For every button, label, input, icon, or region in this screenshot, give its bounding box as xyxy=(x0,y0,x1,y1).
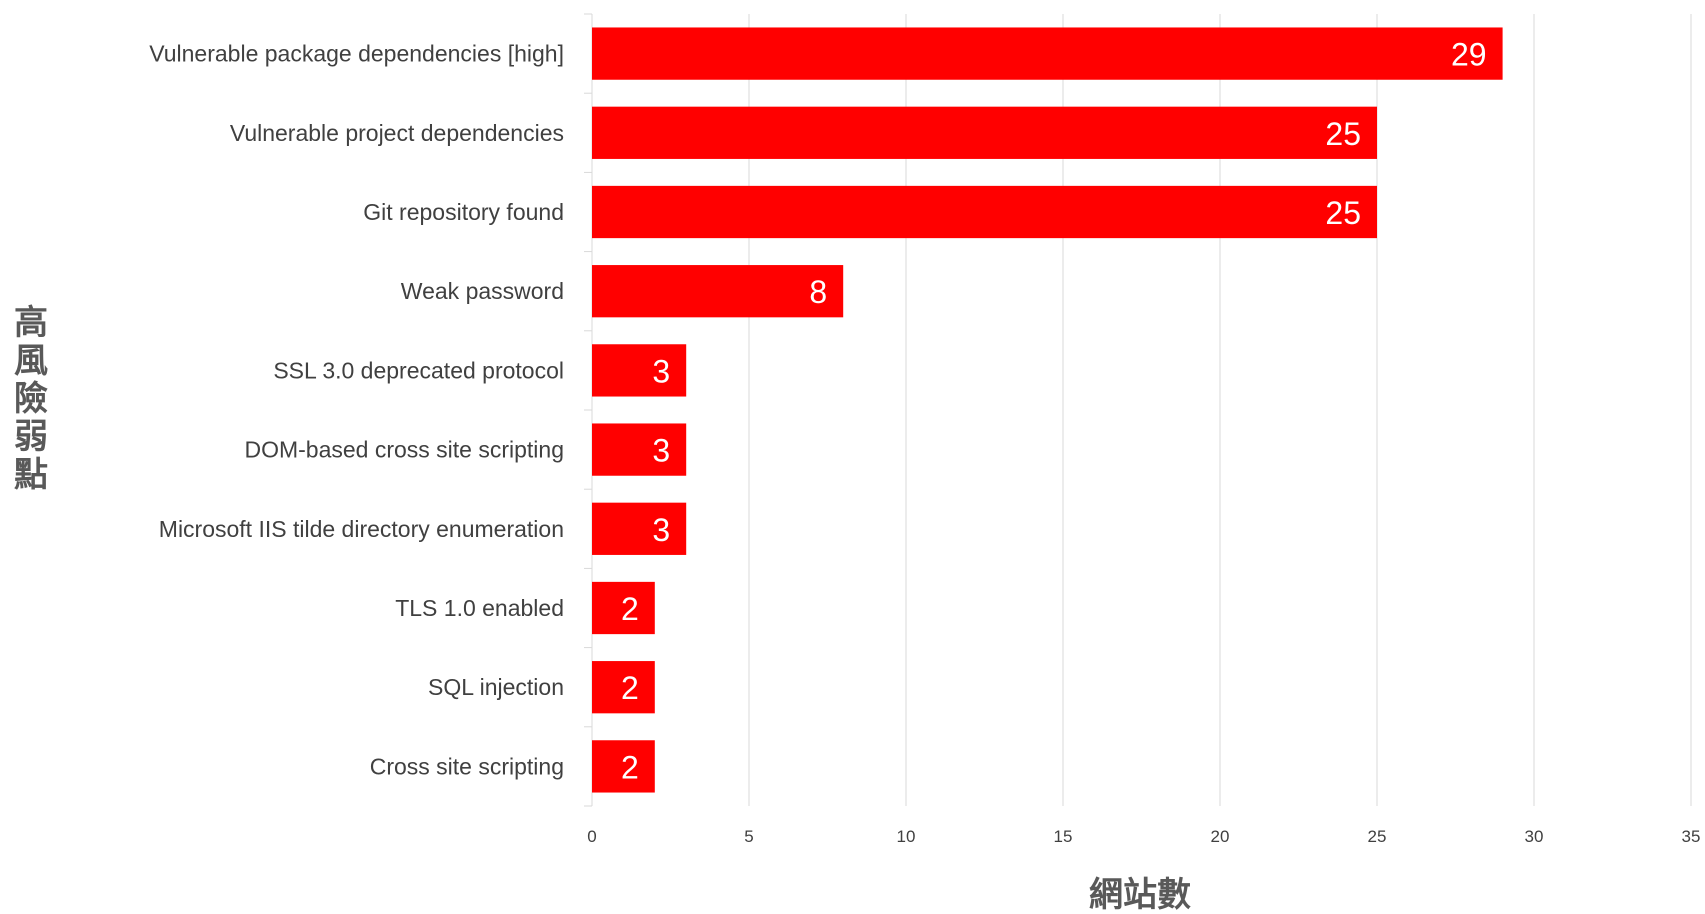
data-label: 2 xyxy=(621,591,639,627)
bar xyxy=(592,740,655,793)
x-tick-labels: 0 5 10 15 20 25 30 35 xyxy=(587,827,1700,846)
category-label: DOM-based cross site scripting xyxy=(244,437,564,463)
data-label: 2 xyxy=(621,749,639,785)
data-label: 8 xyxy=(809,274,827,310)
x-tick-label: 5 xyxy=(744,827,753,846)
data-label: 2 xyxy=(621,670,639,706)
y-axis-title-char: 風 xyxy=(14,341,48,381)
category-label: TLS 1.0 enabled xyxy=(395,595,564,621)
x-tick-label: 0 xyxy=(587,827,596,846)
bar xyxy=(592,502,687,555)
bar xyxy=(592,106,1377,159)
data-label: 3 xyxy=(652,433,670,469)
category-label: Cross site scripting xyxy=(370,753,564,779)
y-axis-title-char: 弱 xyxy=(14,417,48,457)
bar xyxy=(592,661,655,714)
x-tick-label: 20 xyxy=(1211,827,1230,846)
category-label: Vulnerable project dependencies xyxy=(230,120,564,146)
bar xyxy=(592,27,1503,80)
y-axis-title-char: 點 xyxy=(14,455,48,495)
bar xyxy=(592,423,687,476)
category-label: SSL 3.0 deprecated protocol xyxy=(273,357,564,383)
data-label: 25 xyxy=(1325,195,1361,231)
bars: 29 25 25 8 3 3 3 2 2 2 xyxy=(592,27,1503,793)
x-tick-label: 35 xyxy=(1682,827,1701,846)
data-label: 3 xyxy=(652,512,670,548)
x-tick-label: 15 xyxy=(1054,827,1073,846)
data-label: 29 xyxy=(1451,37,1487,73)
category-label: Git repository found xyxy=(363,199,564,225)
category-label: Vulnerable package dependencies [high] xyxy=(149,41,564,67)
bar xyxy=(592,265,844,318)
bar xyxy=(592,185,1377,239)
category-label: Microsoft IIS tilde directory enumeratio… xyxy=(159,516,564,542)
x-tick-label: 30 xyxy=(1525,827,1544,846)
category-label: SQL injection xyxy=(428,674,564,700)
bar xyxy=(592,344,687,397)
bar xyxy=(592,581,655,635)
x-tick-label: 25 xyxy=(1368,827,1387,846)
x-axis-title: 網站數 xyxy=(1089,875,1191,914)
x-tick-label: 10 xyxy=(897,827,916,846)
data-label: 3 xyxy=(652,353,670,389)
y-axis-title-char: 險 xyxy=(14,379,48,419)
y-axis-title-char: 高 xyxy=(14,303,48,343)
data-label: 25 xyxy=(1325,116,1361,152)
category-labels: Vulnerable package dependencies [high] Vu… xyxy=(149,41,564,780)
category-label: Weak password xyxy=(401,278,564,304)
